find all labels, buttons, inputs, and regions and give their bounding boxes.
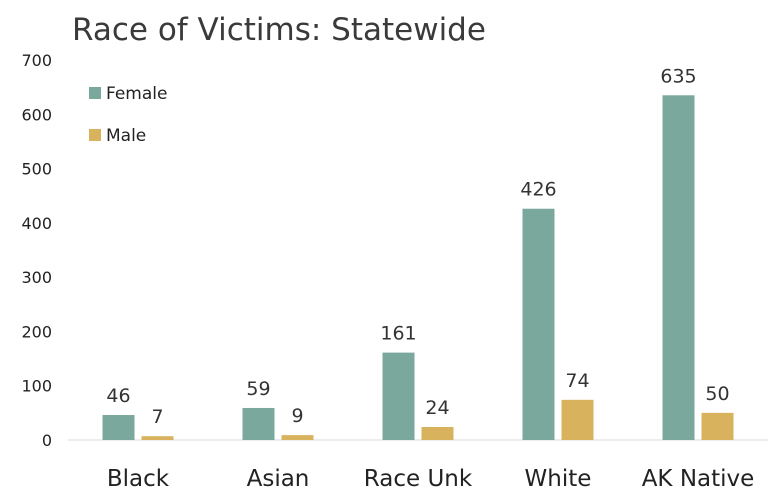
- y-tick-label: 300: [21, 268, 52, 287]
- legend-label-male: Male: [106, 126, 146, 146]
- bar-male-black: [141, 436, 174, 440]
- data-label: 9: [291, 405, 303, 427]
- y-tick-label: 200: [21, 322, 52, 341]
- y-tick-label: 400: [21, 214, 52, 233]
- x-axis: Black Asian Race Unk White AK Native: [107, 466, 754, 492]
- bar-male-asian: [281, 435, 314, 440]
- y-tick-label: 0: [42, 431, 52, 450]
- bar-male-race-unk: [421, 426, 454, 440]
- legend-label-female: Female: [106, 84, 167, 104]
- data-label: 59: [246, 378, 270, 400]
- data-label: 50: [705, 383, 729, 405]
- bar-female-asian: [242, 407, 275, 440]
- x-tick-label: Black: [107, 466, 170, 492]
- bars-group: [102, 95, 734, 441]
- data-label: 161: [380, 323, 416, 345]
- bar-female-race-unk: [382, 352, 415, 440]
- bar-female-white: [522, 208, 555, 440]
- data-label: 24: [425, 397, 449, 419]
- data-label: 74: [565, 370, 589, 392]
- bar-male-white: [561, 399, 594, 440]
- data-label: 635: [660, 65, 696, 87]
- y-tick-label: 500: [21, 160, 52, 179]
- y-axis: 0 100 200 300 400 500 600 700: [21, 51, 52, 450]
- chart-title: Race of Victims: Statewide: [72, 12, 486, 48]
- x-tick-label: Race Unk: [364, 466, 473, 492]
- bar-male-ak-native: [701, 412, 734, 440]
- legend-swatch-male: [89, 129, 101, 141]
- data-label: 46: [106, 385, 130, 407]
- bar-female-ak-native: [662, 95, 695, 441]
- legend: Female Male: [89, 84, 167, 146]
- y-tick-label: 100: [21, 377, 52, 396]
- x-tick-label: AK Native: [642, 466, 755, 492]
- data-label: 7: [151, 406, 163, 428]
- x-tick-label: White: [525, 466, 592, 492]
- legend-swatch-female: [89, 87, 101, 99]
- y-tick-label: 700: [21, 51, 52, 70]
- data-labels-group: 46 7 59 9 161 24 426 74 635 50: [106, 65, 729, 428]
- data-label: 426: [520, 179, 556, 201]
- y-tick-label: 600: [21, 105, 52, 124]
- x-tick-label: Asian: [247, 466, 310, 492]
- bar-female-black: [102, 415, 135, 440]
